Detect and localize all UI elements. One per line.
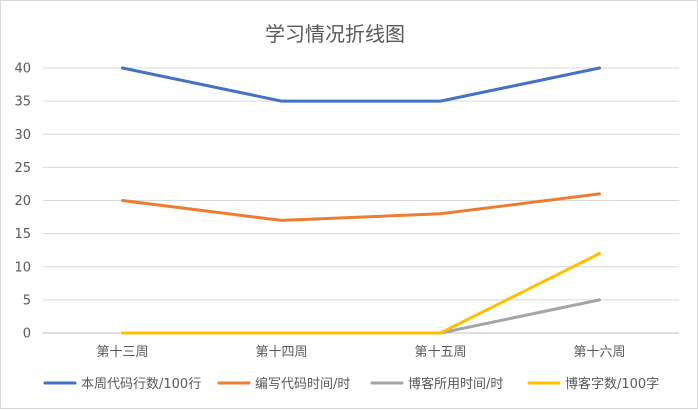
x-tick-label: 第十四周 bbox=[255, 345, 307, 360]
legend-label: 本周代码行数/100行 bbox=[81, 377, 201, 392]
series-line-2 bbox=[121, 192, 601, 222]
y-tick-label-35: 35 bbox=[14, 95, 31, 110]
legend-item-4: 博客字数/100字 bbox=[527, 376, 659, 392]
x-tick-label: 第十三周 bbox=[96, 345, 148, 360]
x-tick-label: 第十六周 bbox=[573, 345, 625, 360]
y-tick-label-0: 0 bbox=[23, 327, 31, 342]
series-lines bbox=[121, 66, 601, 335]
legend-label: 博客所用时间/时 bbox=[408, 376, 503, 392]
gridlines bbox=[43, 67, 679, 334]
legend-item-1: 本周代码行数/100行 bbox=[43, 377, 201, 392]
legend-label: 博客字数/100字 bbox=[565, 376, 659, 392]
y-tick-label-40: 40 bbox=[14, 62, 31, 77]
chart-title: 学习情况折线图 bbox=[265, 22, 405, 46]
x-axis-tick-labels: 第十三周 第十四周 第十五周 第十六周 bbox=[96, 345, 625, 360]
series-line-3 bbox=[121, 298, 601, 335]
x-tick-label: 第十五周 bbox=[414, 345, 466, 360]
legend: 本周代码行数/100行 编写代码时间/时 博客所用时间/时 博客字数/100字 bbox=[43, 376, 659, 392]
series-line-1 bbox=[121, 66, 601, 103]
series-line-4 bbox=[121, 252, 601, 335]
y-tick-label-15: 15 bbox=[14, 227, 31, 242]
y-tick-label-20: 20 bbox=[14, 194, 31, 209]
y-tick-label-25: 25 bbox=[14, 161, 31, 176]
legend-label: 编写代码时间/时 bbox=[255, 377, 350, 392]
y-axis-tick-labels: 0 5 10 15 20 25 30 35 40 bbox=[14, 62, 31, 342]
y-tick-label-10: 10 bbox=[14, 260, 31, 275]
legend-item-3: 博客所用时间/时 bbox=[370, 376, 503, 392]
y-tick-label-30: 30 bbox=[14, 128, 31, 143]
legend-item-2: 编写代码时间/时 bbox=[217, 377, 350, 392]
y-tick-label-5: 5 bbox=[23, 293, 31, 308]
